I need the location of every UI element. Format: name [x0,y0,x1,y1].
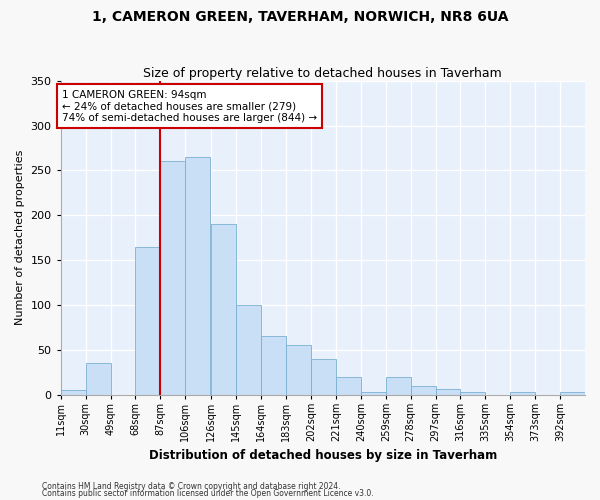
Bar [311,359,336,395]
Bar [510,392,535,395]
Text: Contains public sector information licensed under the Open Government Licence v3: Contains public sector information licen… [42,490,374,498]
Bar [160,162,185,395]
Bar [286,346,311,395]
Text: 1 CAMERON GREEN: 94sqm
← 24% of detached houses are smaller (279)
74% of semi-de: 1 CAMERON GREEN: 94sqm ← 24% of detached… [62,90,317,123]
Bar [336,377,361,395]
Bar [361,392,386,395]
Bar [261,336,286,395]
Bar [386,377,410,395]
Bar [185,157,210,395]
Bar [460,392,485,395]
Text: 1, CAMERON GREEN, TAVERHAM, NORWICH, NR8 6UA: 1, CAMERON GREEN, TAVERHAM, NORWICH, NR8… [92,10,508,24]
X-axis label: Distribution of detached houses by size in Taverham: Distribution of detached houses by size … [149,450,497,462]
Bar [436,388,460,395]
Bar [61,390,86,395]
Title: Size of property relative to detached houses in Taverham: Size of property relative to detached ho… [143,66,502,80]
Bar [136,246,160,395]
Y-axis label: Number of detached properties: Number of detached properties [15,150,25,326]
Text: Contains HM Land Registry data © Crown copyright and database right 2024.: Contains HM Land Registry data © Crown c… [42,482,341,491]
Bar [410,386,436,395]
Bar [236,305,261,395]
Bar [560,392,585,395]
Bar [211,224,236,395]
Bar [86,364,110,395]
